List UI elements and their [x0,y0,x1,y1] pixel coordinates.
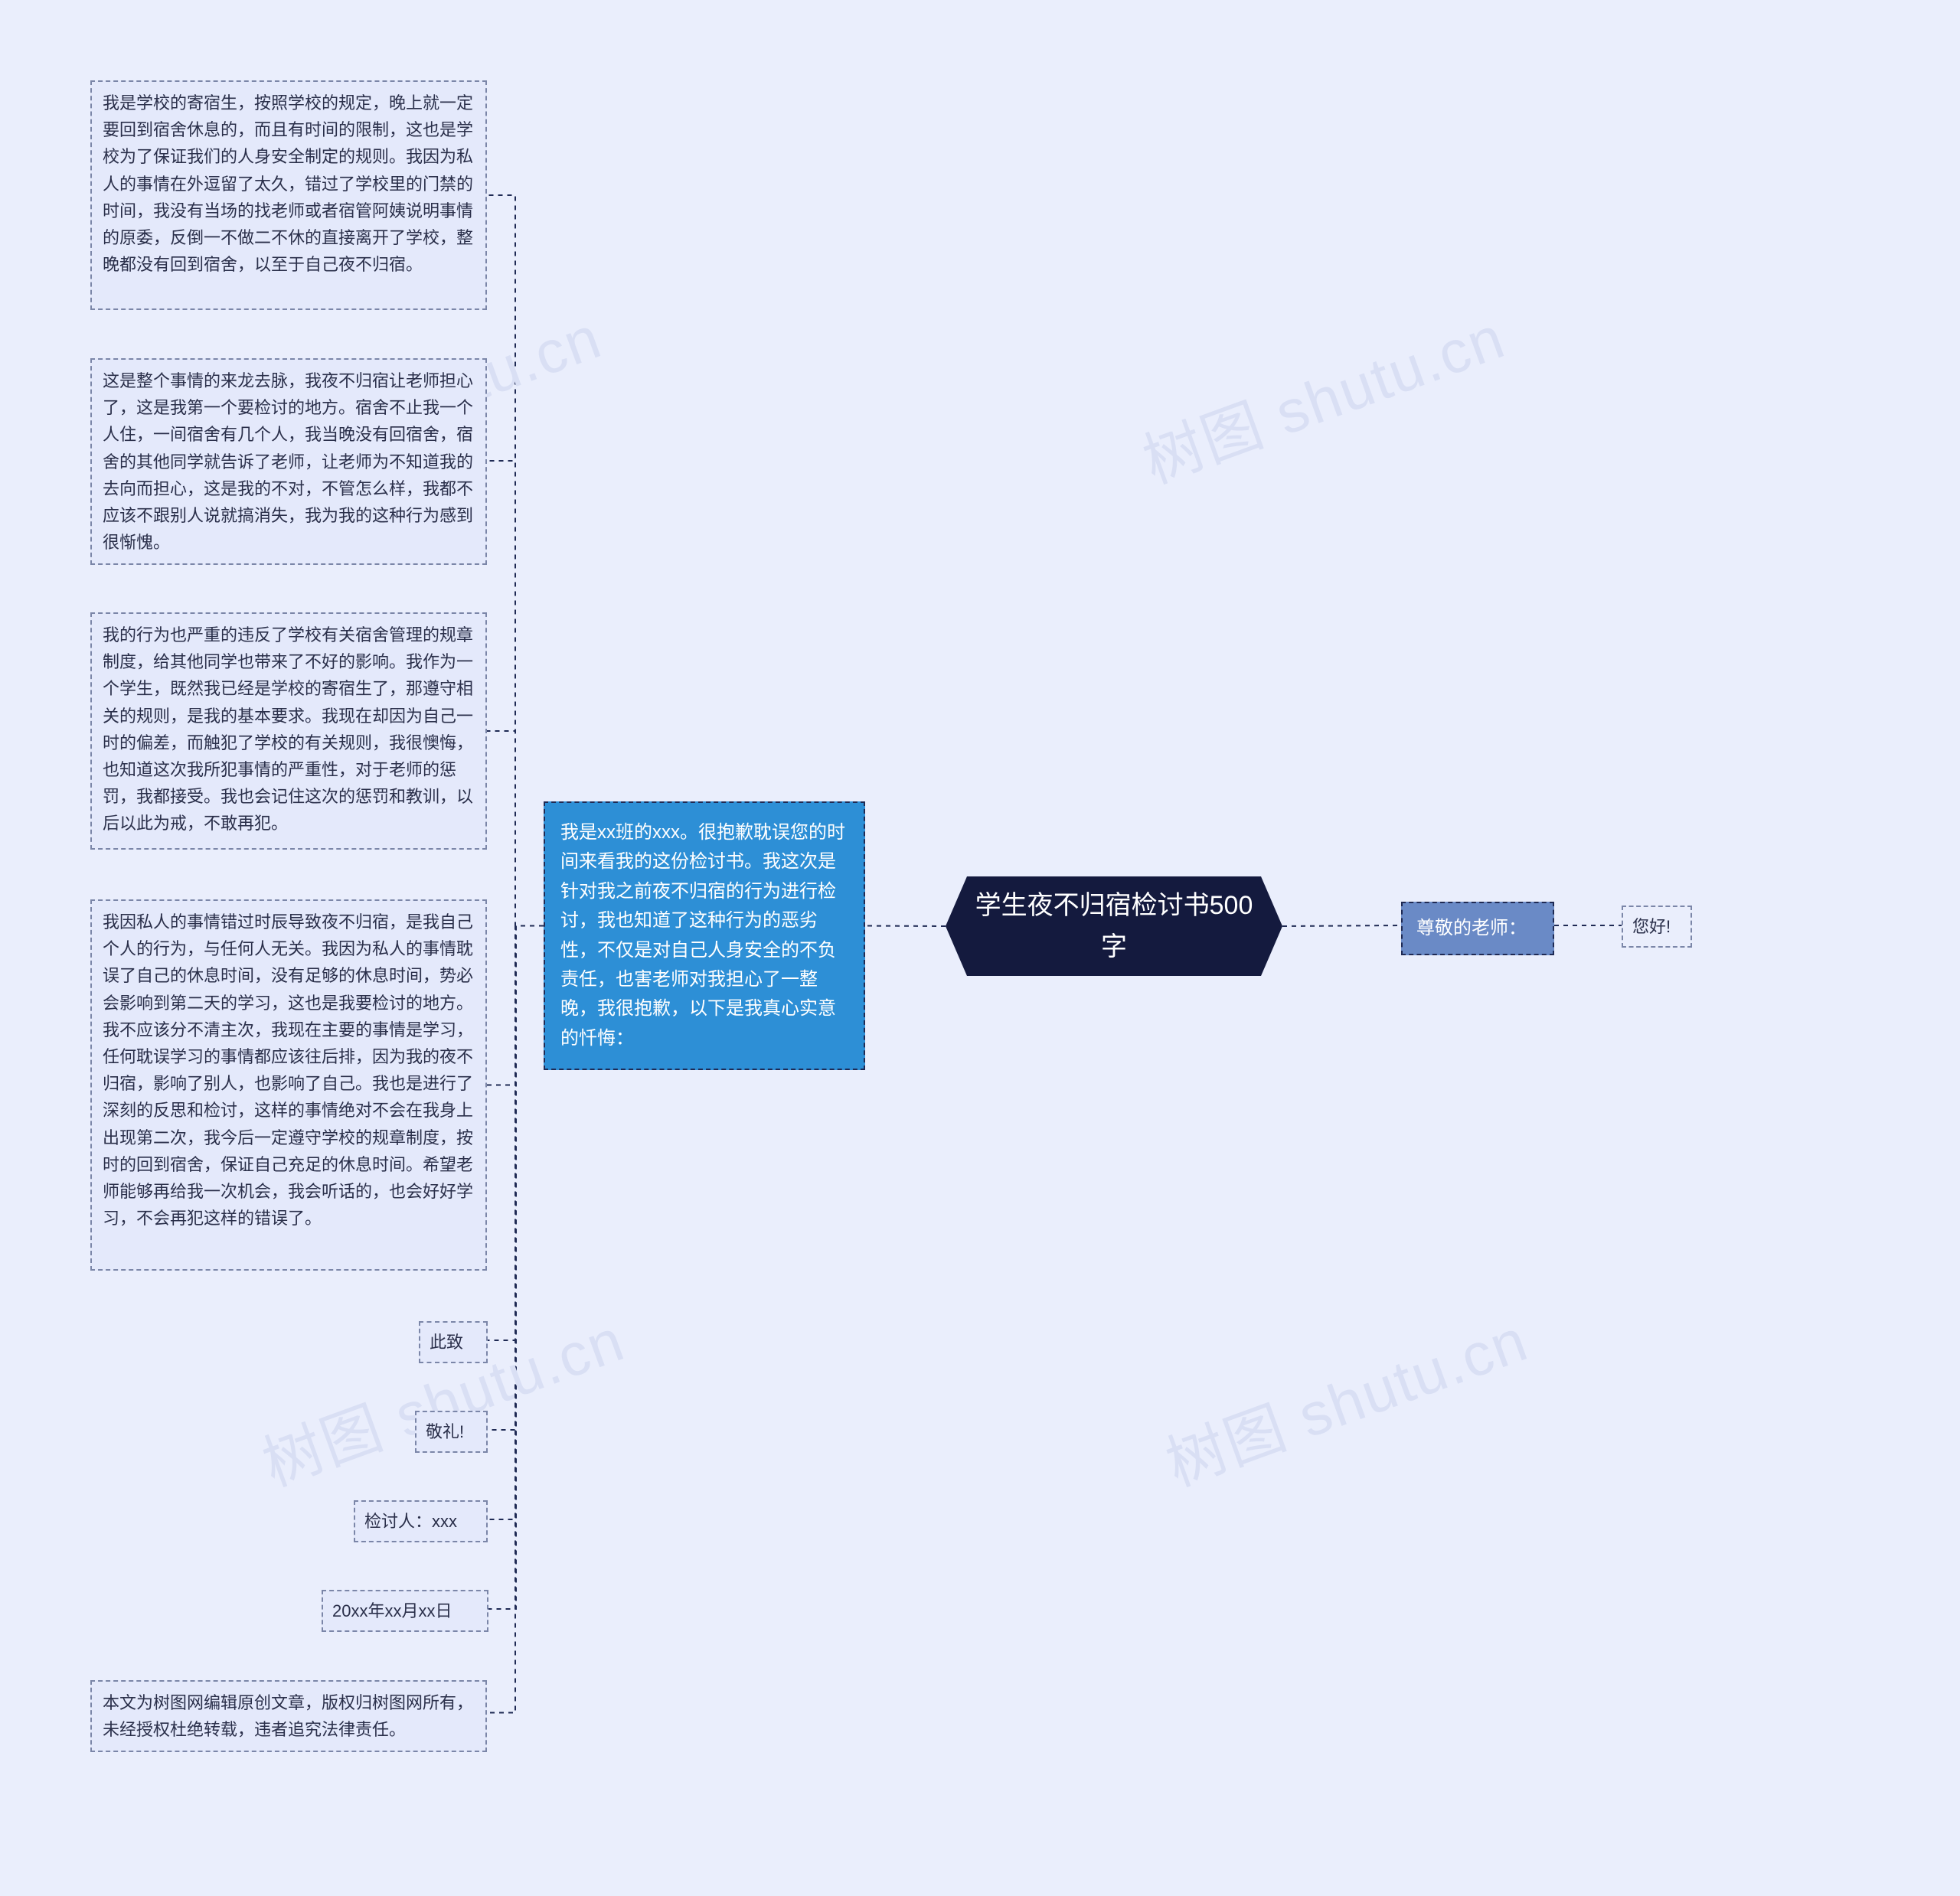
leaf-label: 此致 [430,1333,463,1352]
leaf-node[interactable]: 本文为树图网编辑原创文章，版权归树图网所有，未经授权杜绝转载，违者追究法律责任。 [90,1680,487,1752]
leaf-node[interactable]: 敬礼! [415,1411,488,1453]
leaf-right[interactable]: 您好! [1622,906,1692,948]
watermark: 树图 shutu.cn [1153,1293,1538,1503]
leaf-node[interactable]: 检讨人：xxx [354,1500,488,1542]
leaf-label: 20xx年xx月xx日 [332,1601,452,1620]
leaf-node[interactable]: 我的行为也严重的违反了学校有关宿舍管理的规章制度，给其他同学也带来了不好的影响。… [90,612,487,850]
branch-right-label: 尊敬的老师： [1416,918,1527,938]
root-node[interactable]: 学生夜不归宿检讨书500字 [946,876,1282,976]
leaf-node[interactable]: 20xx年xx月xx日 [322,1590,488,1632]
leaf-node[interactable]: 我是学校的寄宿生，按照学校的规定，晚上就一定要回到宿舍休息的，而且有时间的限制，… [90,80,487,310]
leaf-label: 我是学校的寄宿生，按照学校的规定，晚上就一定要回到宿舍休息的，而且有时间的限制，… [103,93,473,274]
leaf-node[interactable]: 我因私人的事情错过时辰导致夜不归宿，是我自己个人的行为，与任何人无关。我因为私人… [90,899,487,1271]
leaf-label: 我的行为也严重的违反了学校有关宿舍管理的规章制度，给其他同学也带来了不好的影响。… [103,625,473,833]
leaf-label: 敬礼! [426,1422,464,1441]
branch-right[interactable]: 尊敬的老师： [1401,902,1554,955]
watermark: 树图 shutu.cn [1130,290,1515,500]
leaf-node[interactable]: 此致 [419,1321,488,1363]
leaf-right-label: 您好! [1632,917,1671,936]
leaf-label: 我因私人的事情错过时辰导致夜不归宿，是我自己个人的行为，与任何人无关。我因为私人… [103,912,473,1228]
leaf-label: 这是整个事情的来龙去脉，我夜不归宿让老师担心了，这是我第一个要检讨的地方。宿舍不… [103,371,473,552]
leaf-node[interactable]: 这是整个事情的来龙去脉，我夜不归宿让老师担心了，这是我第一个要检讨的地方。宿舍不… [90,358,487,565]
branch-left[interactable]: 我是xx班的xxx。很抱歉耽误您的时间来看我的这份检讨书。我这次是针对我之前夜不… [544,801,865,1070]
root-label: 学生夜不归宿检讨书500字 [969,885,1259,968]
mindmap-canvas: 树图 shutu.cn 树图 shutu.cn 树图 shutu.cn 树图 s… [0,0,1960,1896]
branch-left-label: 我是xx班的xxx。很抱歉耽误您的时间来看我的这份检讨书。我这次是针对我之前夜不… [560,822,845,1049]
leaf-label: 本文为树图网编辑原创文章，版权归树图网所有，未经授权杜绝转载，违者追究法律责任。 [103,1693,473,1739]
leaf-label: 检讨人：xxx [364,1512,457,1531]
